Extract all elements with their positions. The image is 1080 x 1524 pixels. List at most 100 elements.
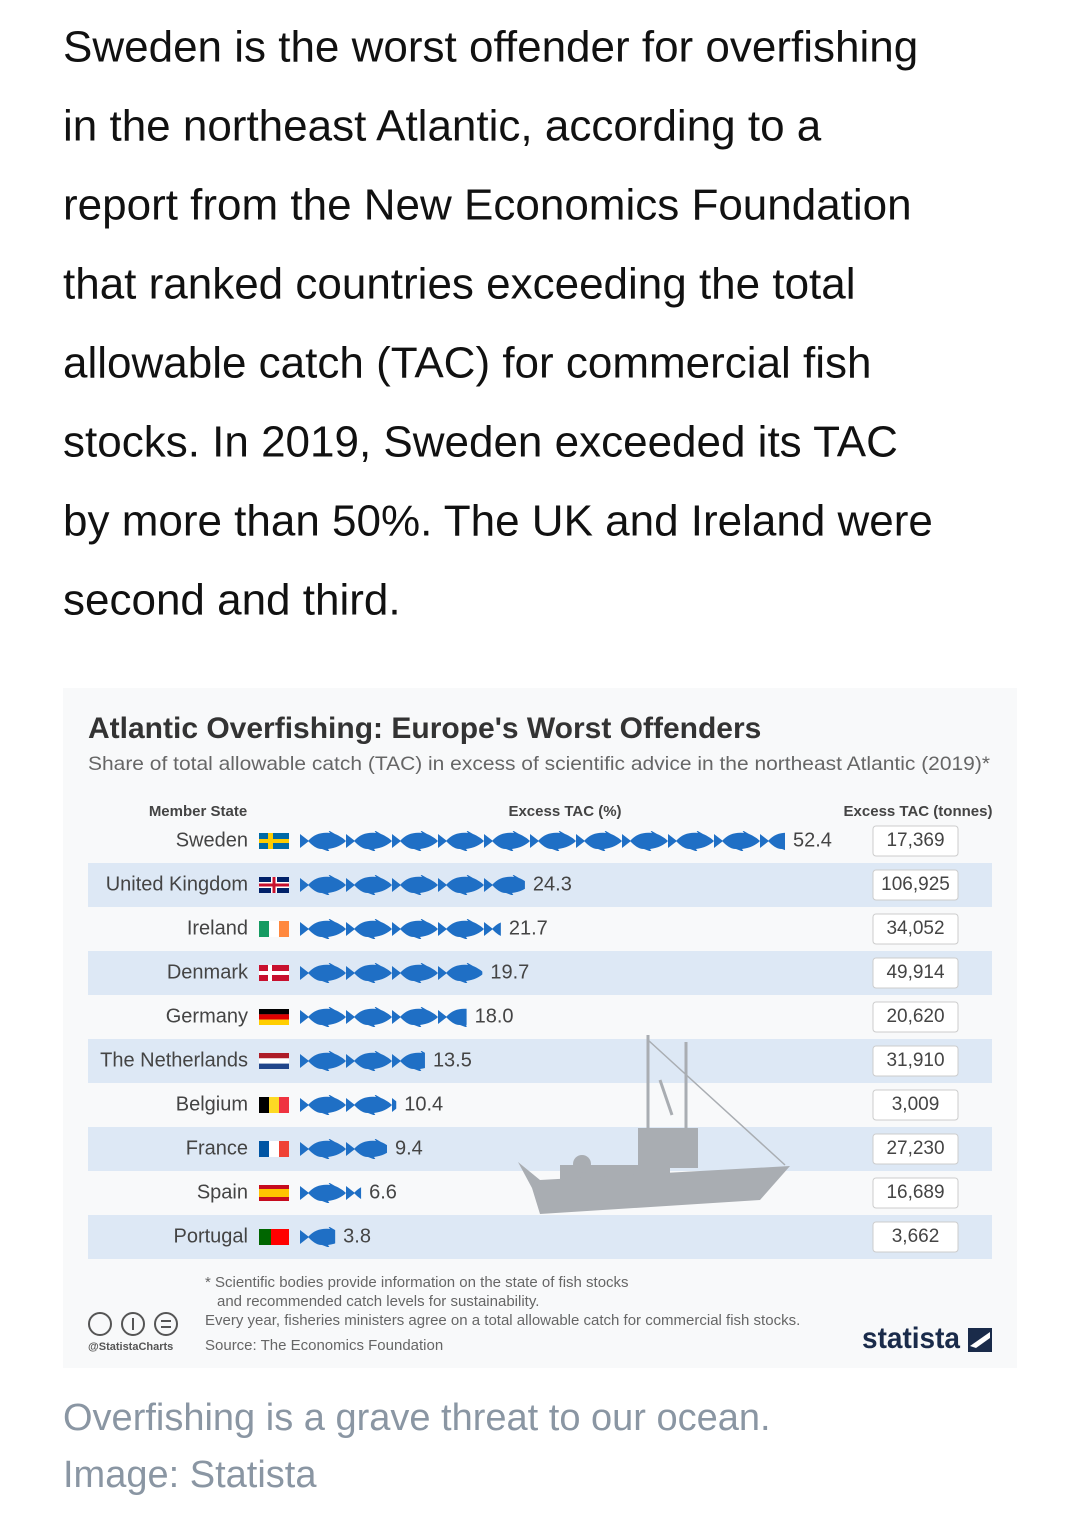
boat-illustration [518, 1035, 790, 1214]
flag-part [259, 1019, 289, 1025]
tonnes-label: 31,910 [886, 1050, 944, 1071]
article-line: stocks. In 2019, Sweden exceeded its TAC [63, 418, 898, 467]
flag-part [259, 1009, 289, 1015]
row-band [88, 863, 992, 907]
tonnes-box [872, 869, 959, 901]
category-label: Portugal [174, 1225, 249, 1247]
flag-part [259, 1014, 289, 1020]
fish-bar [300, 1095, 397, 1115]
category-label: France [186, 1137, 248, 1159]
value-label: 24.3 [533, 873, 572, 895]
flag-part [259, 971, 289, 975]
caption-line: Image: Statista [63, 1454, 317, 1496]
source: Source: The Economics Foundation [205, 1337, 443, 1354]
category-label: Ireland [187, 917, 248, 939]
article-line: allowable catch (TAC) for commercial fis… [63, 339, 872, 388]
tonnes-box [872, 825, 959, 857]
flag-part [259, 1058, 289, 1064]
tonnes-box [872, 1177, 959, 1209]
fish-bar [300, 1007, 467, 1027]
tonnes-label: 49,914 [886, 962, 945, 983]
row-band [88, 1039, 992, 1083]
tonnes-box [872, 1001, 959, 1033]
flag [259, 1053, 289, 1069]
flag-part [259, 1141, 269, 1157]
row-band [88, 1127, 992, 1171]
caption-line: Overfishing is a grave threat to our oce… [63, 1397, 771, 1439]
flag [259, 1229, 289, 1245]
category-label: Spain [197, 1181, 248, 1203]
column-header: Excess TAC (%) [508, 803, 621, 820]
row-band [88, 951, 992, 995]
flag [259, 1185, 289, 1201]
fish-bar [300, 831, 785, 851]
value-label: 21.7 [509, 917, 548, 939]
article-line: that ranked countries exceeding the tota… [63, 260, 856, 309]
article-line: second and third. [63, 576, 401, 625]
tonnes-box [872, 1133, 959, 1165]
credit: @StatistaCharts [88, 1341, 173, 1353]
flag-part [271, 1229, 289, 1245]
tonnes-box [872, 1089, 959, 1121]
value-label: 13.5 [433, 1049, 472, 1071]
tonnes-box [872, 1221, 959, 1253]
flag-part [259, 839, 289, 843]
flag-part [259, 883, 289, 887]
logo-text: statista [862, 1322, 960, 1355]
flag [259, 965, 289, 981]
chart-title: Atlantic Overfishing: Europe's Worst Off… [88, 712, 761, 745]
tonnes-label: 3,662 [892, 1226, 940, 1247]
column-header: Member State [149, 803, 247, 820]
value-label: 9.4 [395, 1137, 423, 1159]
value-label: 52.4 [793, 829, 832, 851]
category-label: Denmark [167, 961, 249, 983]
flag-part [279, 1141, 289, 1157]
flag [259, 833, 289, 849]
flag-part [279, 1097, 289, 1113]
tonnes-label: 3,009 [892, 1094, 940, 1115]
flag [259, 1141, 289, 1157]
row-band [88, 1215, 992, 1259]
flag-part [279, 921, 289, 937]
tonnes-label: 17,369 [886, 830, 944, 851]
fish-bar [300, 1051, 425, 1071]
value-label: 19.7 [490, 961, 529, 983]
tonnes-label: 34,052 [886, 918, 944, 939]
category-label: Sweden [176, 829, 248, 851]
footnote: * Scientific bodies provide information … [205, 1274, 629, 1291]
footnote: Every year, fisheries ministers agree on… [205, 1312, 800, 1329]
category-label: United Kingdom [106, 873, 248, 895]
flag-part [259, 921, 269, 937]
value-label: 6.6 [369, 1181, 397, 1203]
flag [259, 877, 289, 893]
article-line: in the northeast Atlantic, according to … [63, 102, 822, 151]
flag-part [259, 1097, 269, 1113]
flag [259, 1009, 289, 1025]
article-line: by more than 50%. The UK and Ireland wer… [63, 497, 933, 546]
tonnes-box [872, 913, 959, 945]
column-header: Excess TAC (tonnes) [844, 803, 993, 820]
category-label: Germany [166, 1005, 248, 1027]
flag-part [259, 1063, 289, 1069]
category-label: The Netherlands [100, 1049, 248, 1071]
flag-part [259, 1229, 271, 1245]
flag [259, 921, 289, 937]
flag-part [259, 1053, 289, 1059]
fish-bar [300, 919, 501, 939]
value-label: 3.8 [343, 1225, 371, 1247]
article-line: report from the New Economics Foundation [63, 181, 912, 230]
license-icons [88, 1312, 178, 1336]
flag-part [259, 1189, 289, 1197]
value-label: 10.4 [404, 1093, 443, 1115]
flag [259, 1097, 289, 1113]
tonnes-label: 16,689 [886, 1182, 944, 1203]
tonnes-label: 106,925 [881, 874, 950, 895]
fish-bar [300, 875, 525, 895]
tonnes-box [872, 957, 959, 989]
fish-bar [300, 1139, 388, 1159]
tonnes-label: 20,620 [886, 1006, 944, 1027]
logo-mark [968, 1328, 992, 1352]
flag-part [269, 1141, 279, 1157]
